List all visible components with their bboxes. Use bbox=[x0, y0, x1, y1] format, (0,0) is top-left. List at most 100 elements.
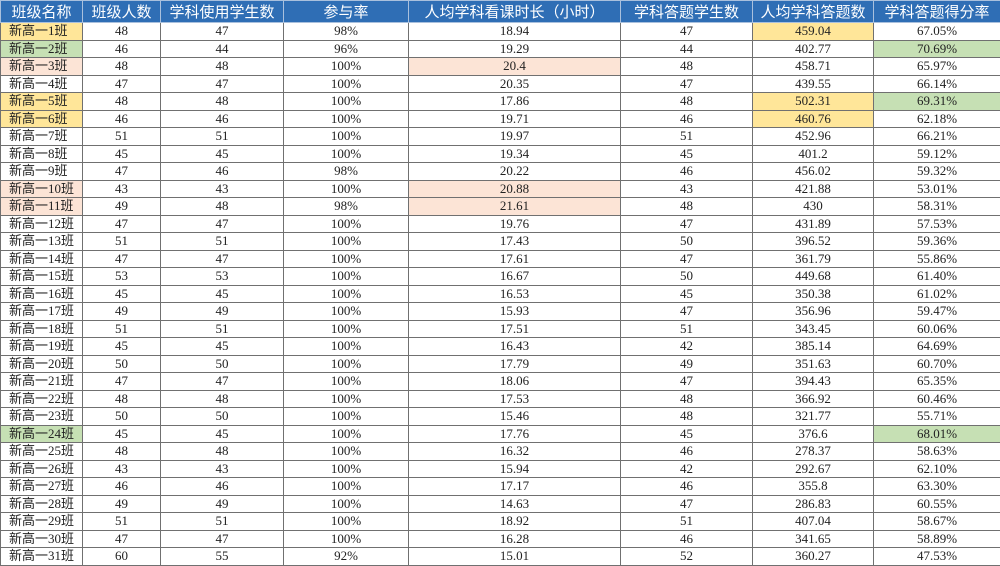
cell-active-students[interactable]: 48 bbox=[160, 389, 284, 408]
cell-class-name[interactable]: 新高一12班 bbox=[0, 214, 83, 233]
cell-class-size[interactable]: 47 bbox=[82, 162, 161, 181]
cell-avg-answers[interactable]: 502.31 bbox=[752, 92, 874, 111]
cell-answering-students[interactable]: 50 bbox=[620, 267, 753, 286]
cell-score-rate[interactable]: 55.86% bbox=[873, 249, 1000, 268]
cell-active-students[interactable]: 45 bbox=[160, 284, 284, 303]
cell-avg-watch-hours[interactable]: 20.88 bbox=[408, 179, 621, 198]
cell-class-name[interactable]: 新高一1班 bbox=[0, 22, 83, 41]
cell-class-size[interactable]: 51 bbox=[82, 232, 161, 251]
cell-avg-watch-hours[interactable]: 19.34 bbox=[408, 144, 621, 163]
cell-class-name[interactable]: 新高一23班 bbox=[0, 407, 83, 426]
cell-score-rate[interactable]: 58.31% bbox=[873, 197, 1000, 216]
cell-avg-answers[interactable]: 396.52 bbox=[752, 232, 874, 251]
column-header-answering-students[interactable]: 学科答题学生数 bbox=[620, 0, 753, 23]
cell-avg-answers[interactable]: 402.77 bbox=[752, 39, 874, 58]
cell-active-students[interactable]: 47 bbox=[160, 372, 284, 391]
cell-avg-answers[interactable]: 439.55 bbox=[752, 74, 874, 93]
cell-avg-answers[interactable]: 430 bbox=[752, 197, 874, 216]
cell-avg-answers[interactable]: 343.45 bbox=[752, 319, 874, 338]
cell-avg-watch-hours[interactable]: 16.28 bbox=[408, 529, 621, 548]
cell-class-size[interactable]: 51 bbox=[82, 127, 161, 146]
cell-score-rate[interactable]: 65.97% bbox=[873, 57, 1000, 76]
cell-class-size[interactable]: 43 bbox=[82, 459, 161, 478]
cell-avg-watch-hours[interactable]: 18.06 bbox=[408, 372, 621, 391]
cell-class-size[interactable]: 47 bbox=[82, 372, 161, 391]
cell-participation-rate[interactable]: 100% bbox=[283, 179, 409, 198]
cell-class-size[interactable]: 48 bbox=[82, 57, 161, 76]
cell-score-rate[interactable]: 64.69% bbox=[873, 337, 1000, 356]
cell-avg-answers[interactable]: 360.27 bbox=[752, 547, 874, 566]
cell-active-students[interactable]: 47 bbox=[160, 22, 284, 41]
cell-avg-answers[interactable]: 355.8 bbox=[752, 477, 874, 496]
cell-class-size[interactable]: 49 bbox=[82, 197, 161, 216]
cell-active-students[interactable]: 46 bbox=[160, 109, 284, 128]
cell-class-size[interactable]: 47 bbox=[82, 249, 161, 268]
cell-avg-answers[interactable]: 431.89 bbox=[752, 214, 874, 233]
cell-class-name[interactable]: 新高一14班 bbox=[0, 249, 83, 268]
cell-avg-watch-hours[interactable]: 15.94 bbox=[408, 459, 621, 478]
cell-avg-answers[interactable]: 351.63 bbox=[752, 354, 874, 373]
cell-participation-rate[interactable]: 100% bbox=[283, 512, 409, 531]
cell-avg-answers[interactable]: 286.83 bbox=[752, 494, 874, 513]
cell-class-name[interactable]: 新高一27班 bbox=[0, 477, 83, 496]
cell-active-students[interactable]: 45 bbox=[160, 337, 284, 356]
cell-class-size[interactable]: 48 bbox=[82, 22, 161, 41]
cell-class-size[interactable]: 51 bbox=[82, 512, 161, 531]
cell-participation-rate[interactable]: 100% bbox=[283, 319, 409, 338]
cell-class-size[interactable]: 51 bbox=[82, 319, 161, 338]
cell-avg-watch-hours[interactable]: 17.17 bbox=[408, 477, 621, 496]
cell-score-rate[interactable]: 70.69% bbox=[873, 39, 1000, 58]
cell-score-rate[interactable]: 65.35% bbox=[873, 372, 1000, 391]
cell-class-size[interactable]: 45 bbox=[82, 284, 161, 303]
cell-avg-watch-hours[interactable]: 15.93 bbox=[408, 302, 621, 321]
cell-active-students[interactable]: 48 bbox=[160, 57, 284, 76]
cell-class-name[interactable]: 新高一7班 bbox=[0, 127, 83, 146]
cell-answering-students[interactable]: 49 bbox=[620, 354, 753, 373]
cell-avg-answers[interactable]: 394.43 bbox=[752, 372, 874, 391]
cell-avg-answers[interactable]: 321.77 bbox=[752, 407, 874, 426]
cell-active-students[interactable]: 51 bbox=[160, 319, 284, 338]
cell-active-students[interactable]: 45 bbox=[160, 424, 284, 443]
cell-class-name[interactable]: 新高一2班 bbox=[0, 39, 83, 58]
cell-class-size[interactable]: 45 bbox=[82, 144, 161, 163]
cell-answering-students[interactable]: 46 bbox=[620, 477, 753, 496]
cell-score-rate[interactable]: 55.71% bbox=[873, 407, 1000, 426]
cell-avg-watch-hours[interactable]: 15.01 bbox=[408, 547, 621, 566]
cell-score-rate[interactable]: 59.12% bbox=[873, 144, 1000, 163]
column-header-score-rate[interactable]: 学科答题得分率 bbox=[873, 0, 1000, 23]
cell-answering-students[interactable]: 47 bbox=[620, 372, 753, 391]
cell-class-size[interactable]: 49 bbox=[82, 302, 161, 321]
cell-active-students[interactable]: 49 bbox=[160, 494, 284, 513]
cell-score-rate[interactable]: 53.01% bbox=[873, 179, 1000, 198]
cell-avg-watch-hours[interactable]: 20.35 bbox=[408, 74, 621, 93]
cell-active-students[interactable]: 53 bbox=[160, 267, 284, 286]
cell-active-students[interactable]: 46 bbox=[160, 477, 284, 496]
cell-score-rate[interactable]: 58.67% bbox=[873, 512, 1000, 531]
cell-score-rate[interactable]: 67.05% bbox=[873, 22, 1000, 41]
cell-participation-rate[interactable]: 100% bbox=[283, 109, 409, 128]
cell-score-rate[interactable]: 57.53% bbox=[873, 214, 1000, 233]
cell-answering-students[interactable]: 47 bbox=[620, 249, 753, 268]
cell-avg-watch-hours[interactable]: 17.43 bbox=[408, 232, 621, 251]
cell-class-name[interactable]: 新高一29班 bbox=[0, 512, 83, 531]
cell-class-size[interactable]: 47 bbox=[82, 74, 161, 93]
cell-participation-rate[interactable]: 100% bbox=[283, 214, 409, 233]
cell-avg-watch-hours[interactable]: 17.51 bbox=[408, 319, 621, 338]
column-header-avg-watch-hours[interactable]: 人均学科看课时长（小时） bbox=[408, 0, 621, 23]
cell-avg-watch-hours[interactable]: 21.61 bbox=[408, 197, 621, 216]
cell-active-students[interactable]: 46 bbox=[160, 162, 284, 181]
cell-answering-students[interactable]: 51 bbox=[620, 319, 753, 338]
cell-class-size[interactable]: 46 bbox=[82, 477, 161, 496]
cell-class-size[interactable]: 46 bbox=[82, 109, 161, 128]
cell-avg-answers[interactable]: 278.37 bbox=[752, 442, 874, 461]
cell-participation-rate[interactable]: 100% bbox=[283, 267, 409, 286]
cell-active-students[interactable]: 44 bbox=[160, 39, 284, 58]
cell-class-size[interactable]: 50 bbox=[82, 354, 161, 373]
cell-participation-rate[interactable]: 100% bbox=[283, 249, 409, 268]
cell-answering-students[interactable]: 43 bbox=[620, 179, 753, 198]
cell-participation-rate[interactable]: 100% bbox=[283, 407, 409, 426]
cell-avg-watch-hours[interactable]: 19.76 bbox=[408, 214, 621, 233]
column-header-avg-answers[interactable]: 人均学科答题数 bbox=[752, 0, 874, 23]
cell-avg-watch-hours[interactable]: 17.61 bbox=[408, 249, 621, 268]
cell-class-size[interactable]: 48 bbox=[82, 389, 161, 408]
